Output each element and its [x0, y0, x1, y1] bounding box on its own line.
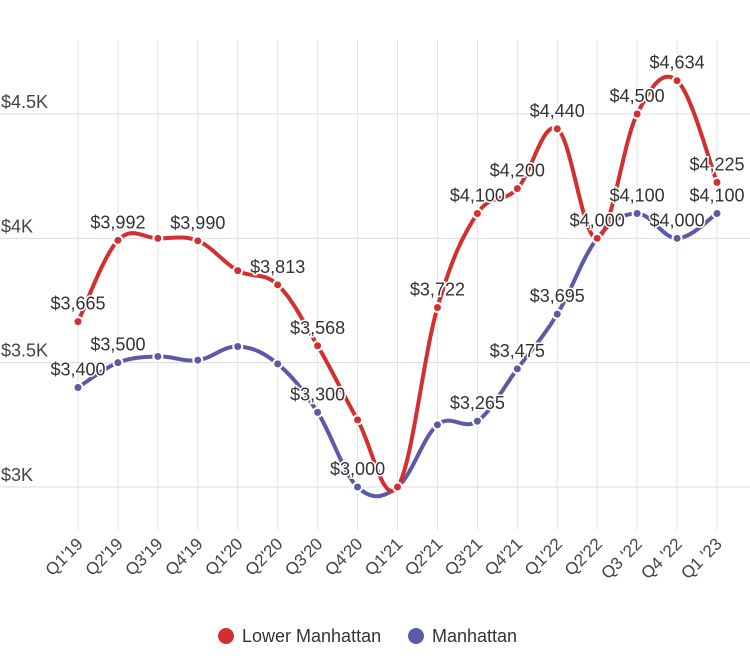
- data-point-manhattan[interactable]: [711, 207, 723, 219]
- x-tick-label: Q1'20: [201, 534, 246, 579]
- data-point-lower-manhattan[interactable]: [272, 279, 284, 291]
- x-tick-label: Q3 '22: [597, 534, 645, 582]
- data-labels: $3,665 $3,992 $3,990 $3,813 $3,568 $3,722 $4,1…: [49, 51, 746, 480]
- data-label-lower-manhattan: $4,500: [610, 86, 665, 106]
- data-point-manhattan[interactable]: [511, 363, 523, 375]
- data-label-manhattan: $3,500: [90, 335, 145, 355]
- x-tick-label: Q4'20: [321, 534, 366, 579]
- data-point-manhattan[interactable]: [112, 357, 124, 369]
- data-point-lower-manhattan[interactable]: [711, 176, 723, 188]
- legend-marker-manhattan[interactable]: [408, 628, 424, 644]
- data-point-manhattan[interactable]: [551, 308, 563, 320]
- data-label-lower-manhattan: $3,992: [90, 212, 145, 232]
- data-point-lower-manhattan[interactable]: [591, 232, 603, 244]
- data-label-lower-manhattan: $3,568: [290, 318, 345, 338]
- data-point-manhattan[interactable]: [272, 358, 284, 370]
- y-tick-label: $3.5K: [1, 341, 48, 361]
- data-label-lower-manhattan: $3,665: [50, 294, 105, 314]
- data-point-lower-manhattan[interactable]: [312, 340, 324, 352]
- data-label-lower-manhattan: $3,722: [410, 279, 465, 299]
- data-point-lower-manhattan[interactable]: [152, 232, 164, 244]
- data-label-lower-manhattan: $4,440: [530, 101, 585, 121]
- data-label-lower-manhattan: $3,990: [170, 213, 225, 233]
- data-point-lower-manhattan[interactable]: [631, 108, 643, 120]
- data-point-manhattan[interactable]: [671, 232, 683, 244]
- data-point-lower-manhattan[interactable]: [431, 301, 443, 313]
- y-tick-label: $4K: [1, 216, 33, 236]
- data-point-manhattan[interactable]: [352, 481, 364, 493]
- data-point-manhattan[interactable]: [192, 354, 204, 366]
- x-tick-label: Q3'19: [122, 534, 167, 579]
- data-point-lower-manhattan[interactable]: [352, 414, 364, 426]
- x-tick-label: Q1'19: [42, 534, 87, 579]
- data-label-manhattan: $4,000: [570, 210, 625, 230]
- legend-label-manhattan[interactable]: Manhattan: [432, 626, 517, 646]
- data-label-lower-manhattan: $4,200: [490, 161, 545, 181]
- data-label-lower-manhattan: $3,813: [250, 257, 305, 277]
- data-label-lower-manhattan: $4,634: [650, 53, 705, 73]
- data-point-manhattan[interactable]: [232, 341, 244, 353]
- data-label-manhattan: $3,400: [50, 360, 105, 380]
- x-tick-label: Q1'21: [361, 534, 406, 579]
- data-point-lower-manhattan[interactable]: [471, 207, 483, 219]
- data-label-manhattan: $4,100: [689, 185, 744, 205]
- data-label-manhattan: $4,100: [610, 185, 665, 205]
- data-label-lower-manhattan: $4,225: [689, 154, 744, 174]
- x-tick-label: Q1'22: [521, 534, 566, 579]
- data-point-lower-manhattan[interactable]: [551, 123, 563, 135]
- data-point-manhattan[interactable]: [312, 406, 324, 418]
- data-point-lower-manhattan[interactable]: [232, 265, 244, 277]
- data-label-manhattan: $4,000: [650, 210, 705, 230]
- data-point-manhattan[interactable]: [471, 415, 483, 427]
- grid-lines: [0, 40, 750, 530]
- data-point-lower-manhattan[interactable]: [72, 316, 84, 328]
- x-tick-label: Q3'20: [281, 534, 326, 579]
- data-label-manhattan: $3,265: [450, 393, 505, 413]
- legend[interactable]: Lower Manhattan Manhattan: [218, 626, 517, 646]
- data-label-lower-manhattan: $4,100: [450, 185, 505, 205]
- data-point-lower-manhattan[interactable]: [511, 183, 523, 195]
- data-point-manhattan[interactable]: [431, 419, 443, 431]
- data-label-manhattan: $3,475: [490, 341, 545, 361]
- y-tick-label: $4.5K: [1, 92, 48, 112]
- x-tick-label: Q3'21: [441, 534, 486, 579]
- data-label-manhattan: $3,300: [290, 384, 345, 404]
- data-point-manhattan[interactable]: [152, 350, 164, 362]
- data-point-lower-manhattan[interactable]: [112, 234, 124, 246]
- data-point-lower-manhattan[interactable]: [671, 75, 683, 87]
- x-tick-label: Q1 '23: [677, 534, 725, 582]
- legend-marker-lower-manhattan[interactable]: [218, 628, 234, 644]
- x-tick-label: Q2'19: [82, 534, 127, 579]
- data-point-lower-manhattan[interactable]: [392, 481, 403, 493]
- series-lines: [72, 74, 723, 499]
- x-tick-label: Q2'20: [241, 534, 286, 579]
- x-tick-label: Q4'21: [481, 534, 526, 579]
- data-label-manhattan: $3,000: [330, 459, 385, 479]
- y-tick-label: $3K: [1, 465, 33, 485]
- x-axis-ticks: Q1'19Q2'19Q3'19Q4'19Q1'20Q2'20Q3'20Q4'20…: [42, 534, 726, 582]
- x-tick-label: Q2'21: [401, 534, 446, 579]
- legend-label-lower-manhattan[interactable]: Lower Manhattan: [242, 626, 381, 646]
- y-axis-ticks: $3K $3.5K $4K $4.5K: [1, 92, 48, 485]
- data-label-manhattan: $3,695: [530, 286, 585, 306]
- data-point-manhattan[interactable]: [72, 382, 84, 394]
- x-tick-label: Q4 '22: [637, 534, 685, 582]
- data-point-lower-manhattan[interactable]: [192, 235, 204, 247]
- data-point-manhattan[interactable]: [631, 207, 643, 219]
- x-tick-label: Q2'22: [561, 534, 606, 579]
- x-tick-label: Q4'19: [161, 534, 206, 579]
